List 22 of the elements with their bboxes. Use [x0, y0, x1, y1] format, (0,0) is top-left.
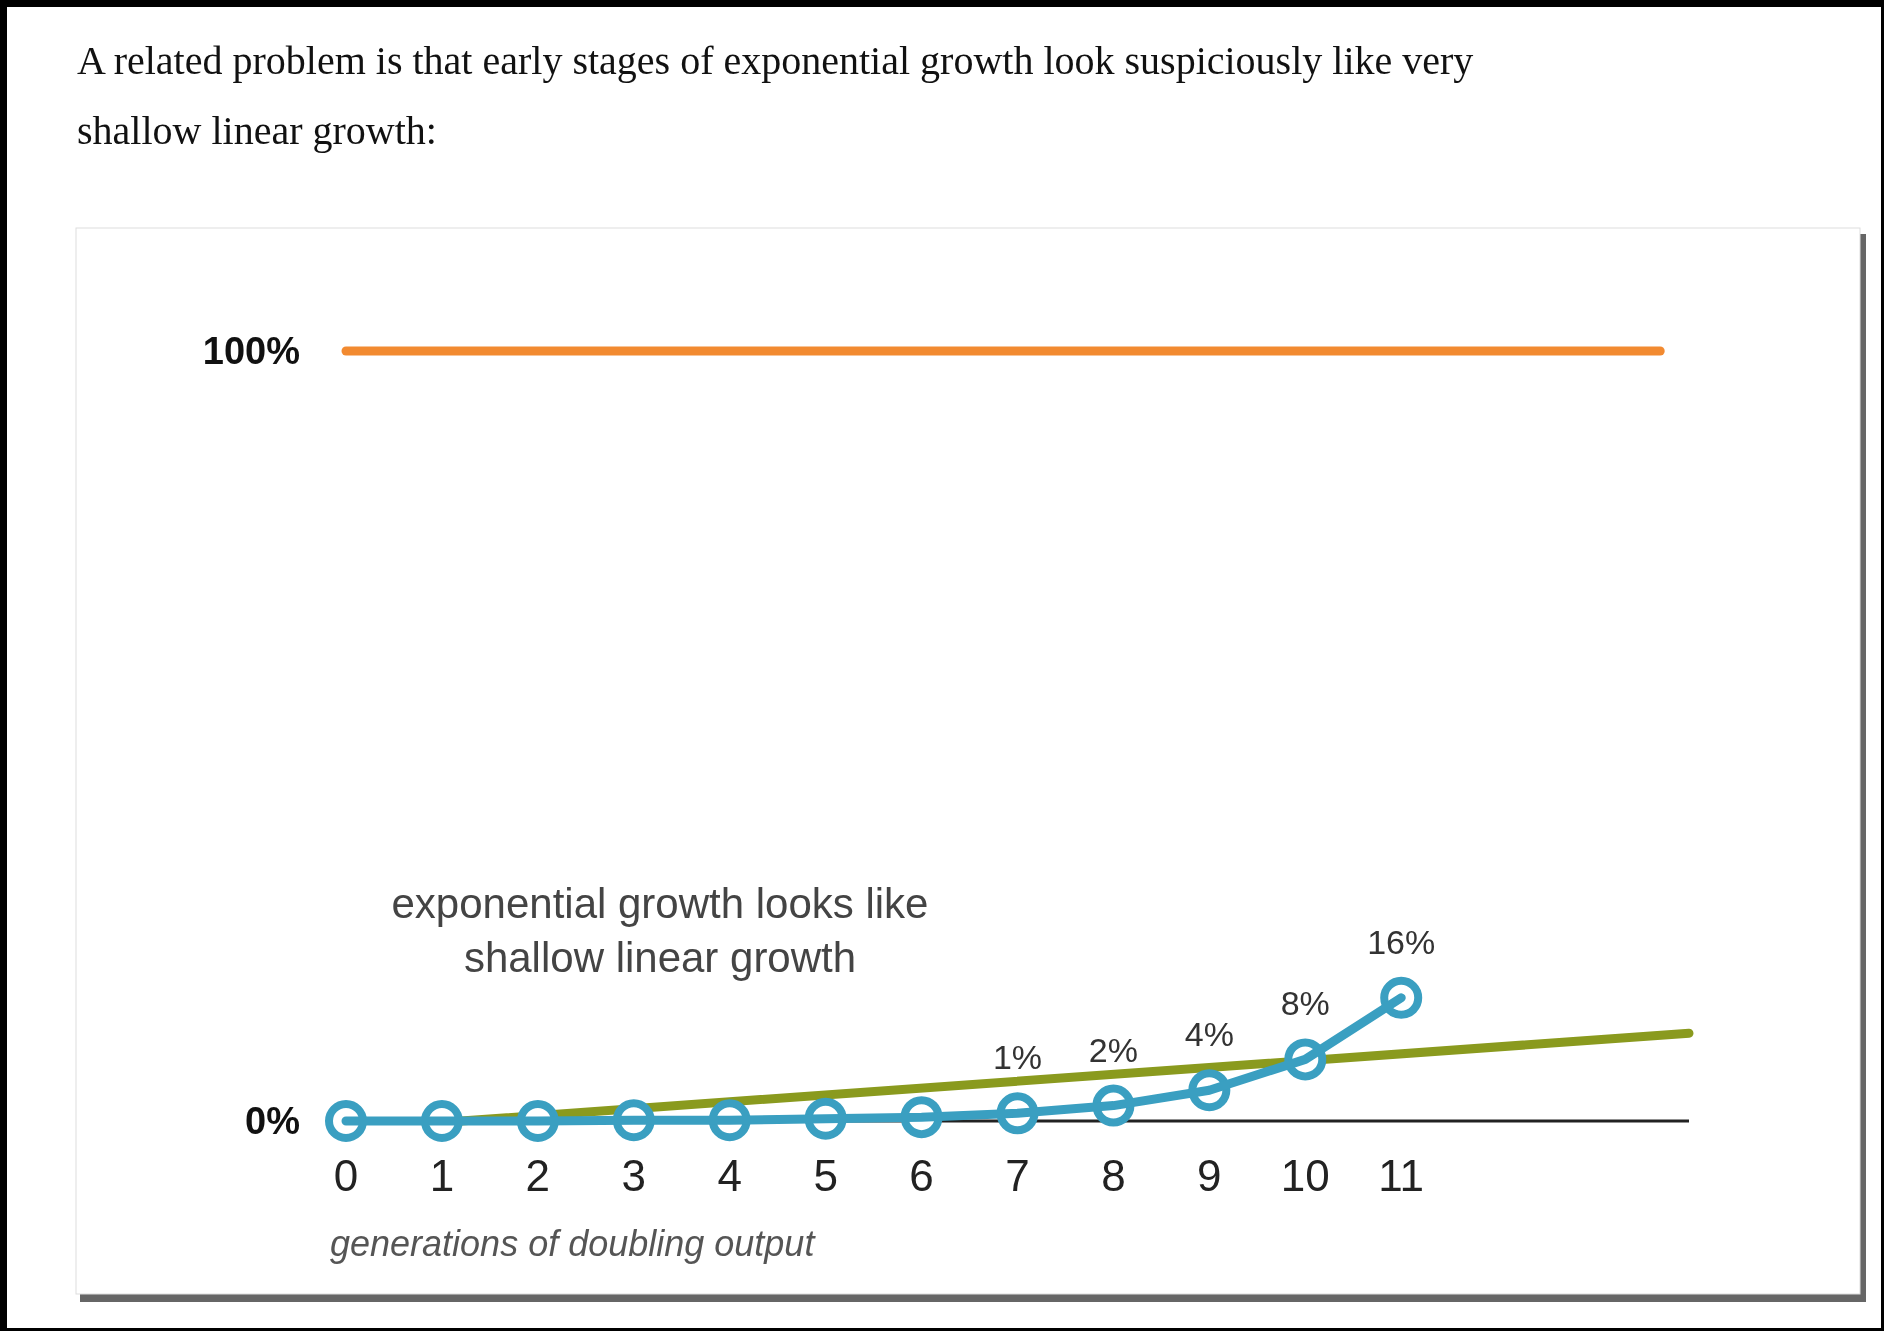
y-tick-label: 100% — [202, 330, 300, 372]
annotation: exponential growth looks like shallow linear growth — [391, 880, 929, 981]
x-axis-title: generations of doubling output — [330, 1223, 817, 1264]
x-tick-label: 0 — [333, 1151, 359, 1200]
x-tick-label: 4 — [717, 1151, 742, 1200]
x-tick-label: 9 — [1197, 1151, 1222, 1200]
x-tick-label: 5 — [813, 1151, 838, 1200]
chart-title: A related problem is that early stages of exponential growth look suspiciously like very shallow linear growth: — [77, 38, 1474, 153]
data-label: 1% — [992, 1038, 1043, 1077]
x-tick-label: 8 — [1101, 1151, 1126, 1200]
data-label: 4% — [1184, 1015, 1234, 1054]
data-label: 8% — [1280, 984, 1330, 1023]
x-tick-label: 6 — [909, 1151, 934, 1200]
x-tick-label: 7 — [1005, 1151, 1030, 1200]
x-tick-label: 10 — [1280, 1151, 1330, 1200]
x-tick-label: 1 — [429, 1151, 455, 1200]
y-tick-label: 0% — [245, 1100, 300, 1142]
data-label: 16% — [1367, 922, 1436, 961]
x-tick-label: 11 — [1378, 1151, 1425, 1200]
x-tick-label: 2 — [525, 1151, 551, 1200]
x-tick-label: 3 — [621, 1151, 647, 1200]
data-label: 2% — [1088, 1030, 1138, 1069]
